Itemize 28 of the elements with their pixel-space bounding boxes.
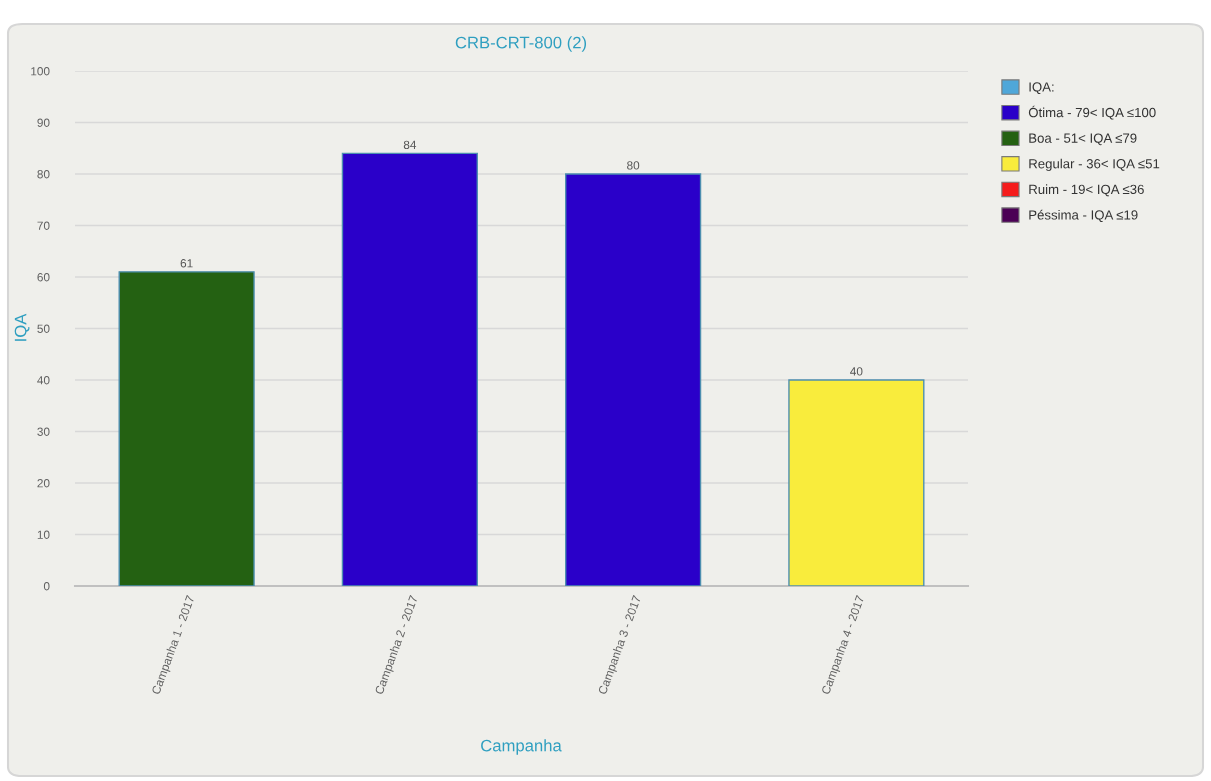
legend-label: Boa - 51< IQA ≤79 xyxy=(1029,133,1137,146)
data-label: 61 xyxy=(180,259,193,268)
y-tick-label: 60 xyxy=(37,273,50,282)
chart-title: CRB-CRT-800 (2) xyxy=(455,36,587,52)
y-tick-label: 80 xyxy=(37,170,50,179)
bar xyxy=(118,271,255,586)
y-tick-label: 10 xyxy=(37,530,50,539)
legend-label: Ótima - 79< IQA ≤100 xyxy=(1028,105,1156,120)
y-tick-label: 70 xyxy=(37,221,50,230)
data-label: 40 xyxy=(850,367,863,376)
y-tick-label: 40 xyxy=(37,376,50,385)
data-label: 80 xyxy=(627,161,640,170)
y-tick-label: 0 xyxy=(43,582,50,591)
bar xyxy=(565,173,702,586)
legend-label: Ruim - 19< IQA ≤36 xyxy=(1029,184,1144,197)
bar xyxy=(341,152,478,586)
y-tick-label: 90 xyxy=(37,118,50,127)
y-tick-label: 20 xyxy=(37,479,50,488)
legend-label: Regular - 36< IQA ≤51 xyxy=(1029,158,1160,172)
data-label: 84 xyxy=(403,140,417,150)
bar xyxy=(788,379,925,586)
legend-label: IQA: xyxy=(1029,82,1054,94)
y-tick-label: 50 xyxy=(37,324,50,333)
y-axis-title: IQA xyxy=(14,313,30,341)
y-tick-label: 100 xyxy=(31,67,50,76)
legend-label: Péssima - IQA ≤19 xyxy=(1029,209,1138,222)
y-tick-label: 30 xyxy=(37,427,50,436)
x-axis-title: Campanha xyxy=(481,739,562,755)
